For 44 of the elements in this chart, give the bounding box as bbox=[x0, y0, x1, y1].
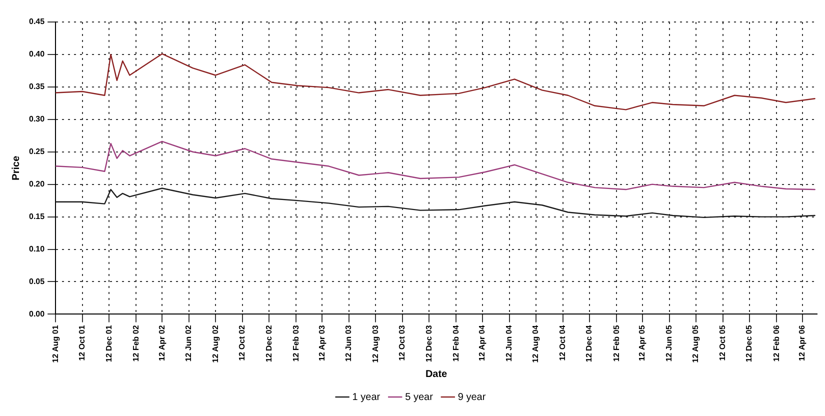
y-tick-label: 0.10 bbox=[28, 244, 46, 254]
x-tick-label: 12 Aug 04 bbox=[531, 324, 540, 363]
x-tick-label: 12 Feb 05 bbox=[612, 324, 621, 362]
y-tick-label: 0.15 bbox=[28, 212, 46, 222]
x-tick-label: 12 Feb 06 bbox=[772, 324, 781, 362]
x-tick-label: 12 Oct 05 bbox=[718, 324, 727, 361]
y-tick-label: 0.00 bbox=[28, 309, 46, 318]
x-tick-label: 12 Dec 03 bbox=[424, 324, 434, 362]
x-tick-label: 12 Apr 03 bbox=[317, 324, 326, 361]
x-axis-title: Date bbox=[425, 368, 448, 380]
x-tick-label: 12 Aug 05 bbox=[691, 324, 700, 363]
x-tick-label: 12 Oct 01 bbox=[78, 324, 87, 361]
x-tick-label: 12 Feb 02 bbox=[131, 324, 140, 362]
x-tick-label: 12 Jun 02 bbox=[184, 324, 194, 362]
y-tick-label: 0.05 bbox=[28, 276, 46, 286]
x-tick-label: 12 Dec 01 bbox=[104, 324, 114, 362]
x-tick-label: 12 Dec 05 bbox=[744, 324, 754, 362]
y-tick-label: 0.25 bbox=[28, 147, 46, 156]
y-axis-title: Price bbox=[10, 155, 22, 180]
y-tick-label: 0.35 bbox=[28, 82, 46, 92]
y-tick-label: 0.40 bbox=[28, 50, 46, 59]
legend-label: 1 year bbox=[352, 392, 381, 403]
y-tick-label: 0.30 bbox=[28, 114, 46, 124]
x-tick-label: 12 Jun 05 bbox=[664, 324, 674, 362]
x-tick-label: 12 Aug 01 bbox=[50, 324, 60, 363]
x-tick-label: 12 Dec 04 bbox=[584, 324, 594, 362]
legend-label: 5 year bbox=[405, 392, 434, 403]
x-tick-label: 12 Jun 03 bbox=[344, 324, 354, 362]
x-tick-label: 12 Jun 04 bbox=[504, 324, 514, 362]
x-tick-label: 12 Feb 03 bbox=[291, 324, 300, 362]
x-tick-label: 12 Oct 03 bbox=[398, 324, 407, 361]
x-tick-label: 12 Oct 02 bbox=[238, 324, 247, 361]
y-tick-label: 0.20 bbox=[28, 180, 46, 189]
x-tick-label: 12 Aug 03 bbox=[370, 324, 380, 363]
x-tick-label: 12 Apr 06 bbox=[798, 324, 807, 361]
x-tick-label: 12 Aug 02 bbox=[210, 324, 220, 363]
x-tick-label: 12 Dec 02 bbox=[264, 324, 274, 362]
x-tick-label: 12 Oct 04 bbox=[558, 324, 567, 361]
y-tick-label: 0.45 bbox=[28, 17, 46, 26]
x-tick-label: 12 Apr 05 bbox=[638, 324, 647, 361]
x-tick-label: 12 Feb 04 bbox=[451, 324, 460, 362]
x-tick-label: 12 Apr 04 bbox=[478, 324, 487, 361]
legend-label: 9 year bbox=[458, 392, 486, 403]
x-tick-label: 12 Apr 02 bbox=[157, 324, 166, 361]
